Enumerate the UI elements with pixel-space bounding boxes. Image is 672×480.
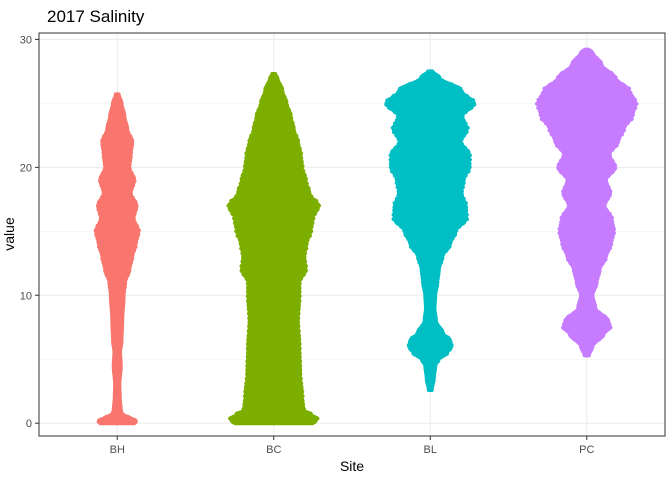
x-tick-label: BL bbox=[424, 444, 437, 456]
x-tick-label: PC bbox=[579, 444, 594, 456]
violin-bc bbox=[226, 71, 322, 426]
y-tick-label: 10 bbox=[20, 290, 32, 302]
y-axis-ticks: 0 10 20 30 bbox=[20, 34, 39, 430]
violin-bl bbox=[384, 69, 477, 392]
x-tick-label: BH bbox=[110, 444, 125, 456]
y-tick-label: 20 bbox=[20, 162, 32, 174]
violin-pc bbox=[534, 47, 639, 358]
plot-border bbox=[38, 32, 666, 437]
violins bbox=[93, 47, 639, 426]
violin-bh bbox=[93, 92, 141, 426]
y-tick-label: 30 bbox=[20, 34, 32, 46]
y-axis-label: value bbox=[1, 217, 17, 251]
x-tick-label: BC bbox=[266, 444, 281, 456]
x-axis-ticks: BH BC BL PC bbox=[110, 436, 594, 456]
chart-title: 2017 Salinity bbox=[47, 7, 145, 26]
y-tick-label: 0 bbox=[26, 418, 32, 430]
x-axis-label: Site bbox=[340, 458, 364, 474]
